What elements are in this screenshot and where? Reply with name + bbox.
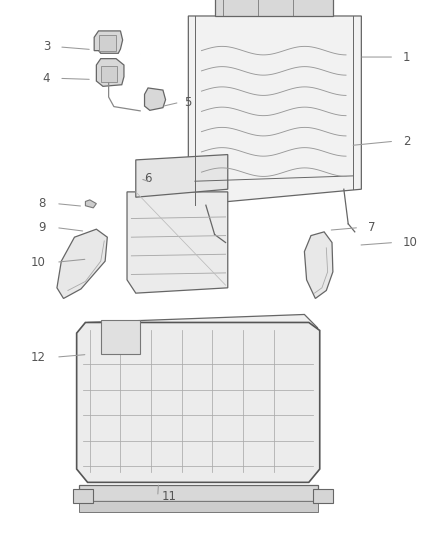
- Bar: [101, 66, 117, 82]
- Polygon shape: [145, 88, 166, 110]
- Polygon shape: [77, 322, 320, 482]
- Text: 11: 11: [162, 490, 177, 503]
- Polygon shape: [57, 229, 107, 298]
- Polygon shape: [85, 200, 96, 208]
- Text: 1: 1: [403, 51, 410, 63]
- Text: 2: 2: [403, 135, 410, 148]
- Bar: [101, 320, 140, 354]
- Polygon shape: [127, 192, 228, 293]
- Bar: [79, 501, 318, 512]
- Polygon shape: [94, 31, 123, 53]
- Text: 10: 10: [31, 256, 46, 269]
- Bar: [79, 485, 318, 501]
- Bar: [215, 0, 333, 16]
- Polygon shape: [304, 232, 333, 298]
- Polygon shape: [188, 16, 361, 205]
- Bar: [313, 489, 333, 503]
- Text: 3: 3: [43, 41, 50, 53]
- Polygon shape: [136, 155, 228, 197]
- Bar: [99, 35, 116, 51]
- Text: 10: 10: [403, 236, 418, 249]
- Text: 4: 4: [43, 72, 50, 85]
- Polygon shape: [88, 314, 318, 482]
- Text: 8: 8: [39, 197, 46, 210]
- Text: 5: 5: [184, 96, 191, 109]
- Bar: [73, 489, 93, 503]
- Text: 9: 9: [39, 221, 46, 234]
- Text: 7: 7: [368, 221, 375, 234]
- Polygon shape: [96, 59, 124, 86]
- Text: 6: 6: [145, 172, 152, 185]
- Text: 12: 12: [31, 351, 46, 364]
